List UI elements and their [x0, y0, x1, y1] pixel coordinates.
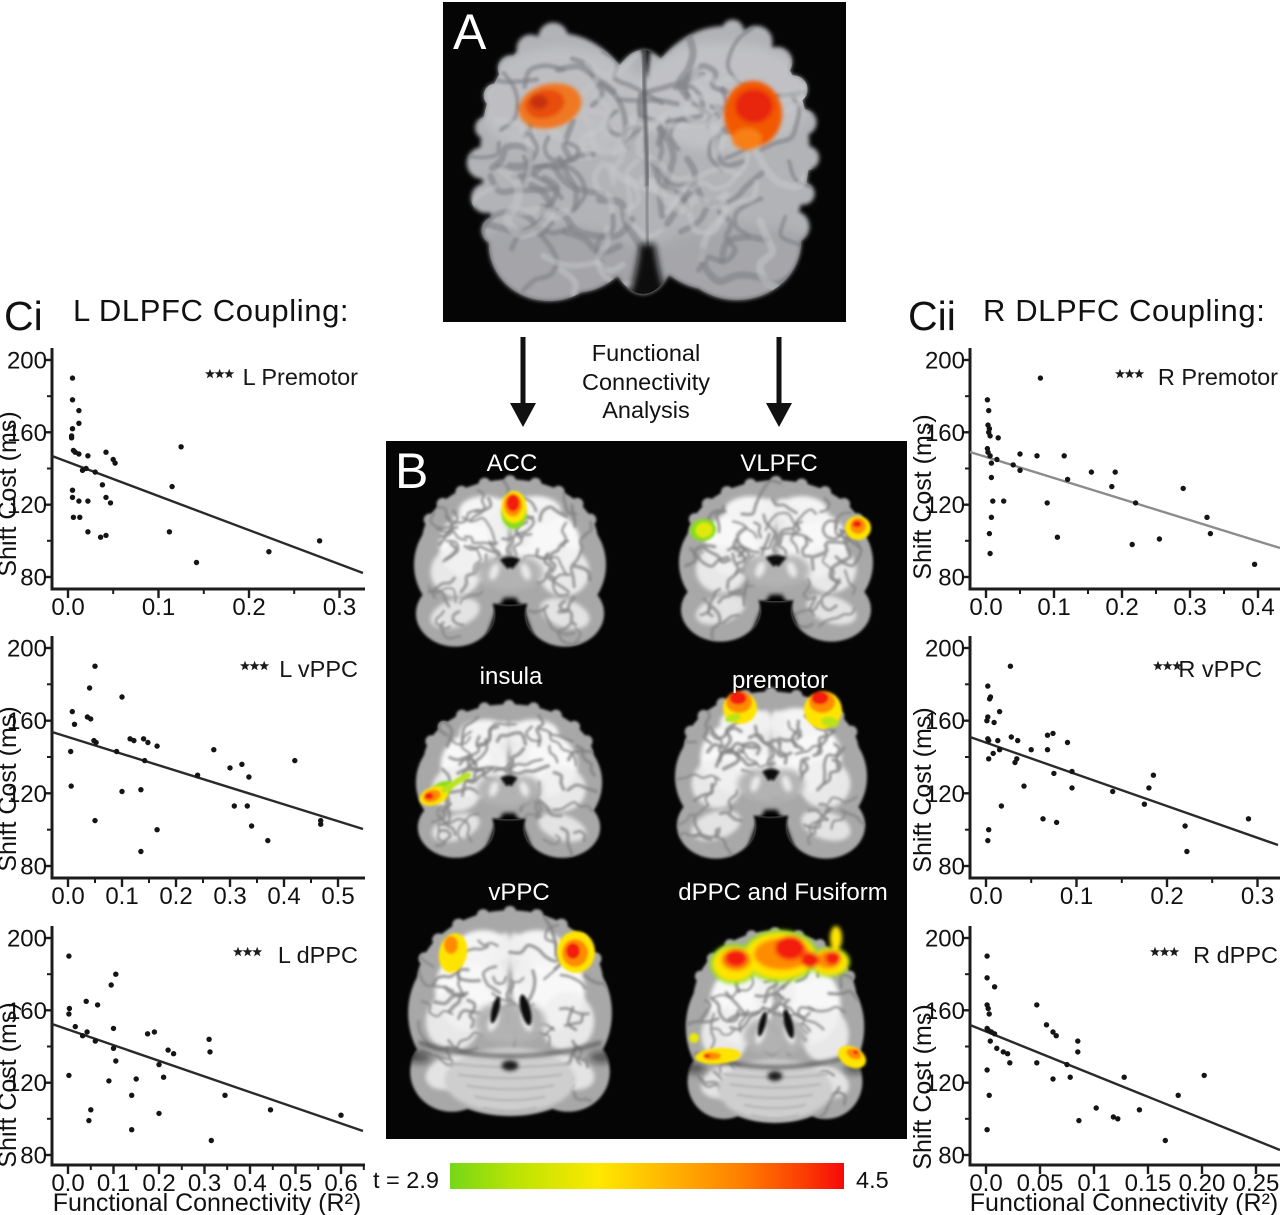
- svg-text:Connectivity: Connectivity: [582, 369, 710, 395]
- svg-text:0.0: 0.0: [969, 883, 1002, 910]
- svg-text:120: 120: [925, 781, 965, 808]
- svg-text:0.0: 0.0: [51, 883, 84, 910]
- svg-text:4.5: 4.5: [856, 1167, 889, 1193]
- svg-text:0.2: 0.2: [232, 594, 265, 621]
- svg-text:VLPFC: VLPFC: [740, 450, 817, 477]
- svg-text:160: 160: [7, 420, 47, 447]
- svg-text:80: 80: [20, 565, 47, 592]
- svg-text:160: 160: [925, 708, 965, 735]
- svg-text:160: 160: [7, 998, 47, 1025]
- svg-text:R vPPC: R vPPC: [1178, 656, 1262, 682]
- svg-text:Shift Cost (ms): Shift Cost (ms): [909, 707, 937, 872]
- svg-text:0.6: 0.6: [324, 1170, 357, 1197]
- svg-text:0.3: 0.3: [188, 1170, 221, 1197]
- svg-text:200: 200: [7, 636, 47, 663]
- svg-text:200: 200: [7, 926, 47, 953]
- svg-text:0.2: 0.2: [1150, 883, 1183, 910]
- svg-text:0.2: 0.2: [159, 883, 192, 910]
- svg-text:0.15: 0.15: [1125, 1170, 1172, 1197]
- svg-text:120: 120: [7, 781, 47, 808]
- svg-text:120: 120: [7, 492, 47, 519]
- svg-text:Cii: Cii: [908, 293, 956, 339]
- svg-text:120: 120: [925, 492, 965, 519]
- svg-text:Shift Cost (ms): Shift Cost (ms): [0, 706, 22, 871]
- svg-text:80: 80: [938, 854, 965, 881]
- svg-text:Ci: Ci: [4, 293, 43, 339]
- svg-text:0.0: 0.0: [51, 1170, 84, 1197]
- svg-text:120: 120: [925, 1070, 965, 1097]
- svg-text:80: 80: [938, 1143, 965, 1170]
- svg-text:L Premotor: L Premotor: [243, 364, 359, 390]
- svg-text:0.20: 0.20: [1179, 1170, 1226, 1197]
- svg-text:0.0: 0.0: [969, 1170, 1002, 1197]
- svg-text:0.4: 0.4: [1241, 594, 1274, 621]
- svg-text:Functional Connectivity (R²): Functional Connectivity (R²): [970, 1189, 1278, 1215]
- svg-text:L DLPFC Coupling:: L DLPFC Coupling:: [73, 293, 349, 328]
- svg-text:0.3: 0.3: [1173, 594, 1206, 621]
- svg-text:R DLPFC Coupling:: R DLPFC Coupling:: [983, 293, 1265, 328]
- svg-text:dPPC and Fusiform: dPPC and Fusiform: [678, 879, 887, 906]
- svg-text:Functional: Functional: [592, 340, 700, 366]
- svg-text:L vPPC: L vPPC: [279, 656, 358, 682]
- svg-text:Shift Cost (ms): Shift Cost (ms): [909, 414, 937, 579]
- svg-text:0.4: 0.4: [233, 1170, 266, 1197]
- svg-text:160: 160: [925, 998, 965, 1025]
- svg-text:ACC: ACC: [487, 450, 538, 477]
- svg-text:Shift Cost (ms): Shift Cost (ms): [0, 1002, 22, 1167]
- svg-text:160: 160: [925, 420, 965, 447]
- svg-text:L dPPC: L dPPC: [278, 942, 358, 968]
- svg-text:Functional Connectivity (R²): Functional Connectivity (R²): [53, 1189, 361, 1215]
- svg-text:0.1: 0.1: [105, 883, 138, 910]
- svg-text:80: 80: [938, 565, 965, 592]
- svg-text:0.05: 0.05: [1017, 1170, 1064, 1197]
- svg-text:0.1: 0.1: [1060, 883, 1093, 910]
- svg-text:R Premotor: R Premotor: [1158, 364, 1278, 390]
- svg-text:200: 200: [925, 926, 965, 953]
- svg-text:0.1: 0.1: [1037, 594, 1070, 621]
- svg-text:0.0: 0.0: [51, 594, 84, 621]
- svg-text:R dPPC: R dPPC: [1193, 942, 1278, 968]
- svg-text:200: 200: [925, 348, 965, 375]
- svg-text:Analysis: Analysis: [602, 397, 690, 423]
- svg-text:0.2: 0.2: [1105, 594, 1138, 621]
- svg-text:t = 2.9: t = 2.9: [373, 1167, 439, 1193]
- svg-text:0.3: 0.3: [1241, 883, 1274, 910]
- svg-text:0.25: 0.25: [1233, 1170, 1280, 1197]
- svg-text:A: A: [453, 4, 487, 60]
- svg-text:80: 80: [20, 1143, 47, 1170]
- svg-text:vPPC: vPPC: [488, 879, 549, 906]
- svg-text:B: B: [395, 443, 428, 499]
- svg-text:0.5: 0.5: [279, 1170, 312, 1197]
- svg-text:0.4: 0.4: [267, 883, 300, 910]
- svg-text:120: 120: [7, 1070, 47, 1097]
- svg-text:0.2: 0.2: [142, 1170, 175, 1197]
- svg-text:0.3: 0.3: [213, 883, 246, 910]
- svg-text:0.0: 0.0: [969, 594, 1002, 621]
- svg-text:0.3: 0.3: [323, 594, 356, 621]
- svg-text:0.1: 0.1: [142, 594, 175, 621]
- svg-text:0.1: 0.1: [97, 1170, 130, 1197]
- svg-text:insula: insula: [480, 663, 543, 690]
- svg-text:0.5: 0.5: [321, 883, 354, 910]
- svg-text:200: 200: [7, 348, 47, 375]
- svg-text:200: 200: [925, 636, 965, 663]
- svg-text:80: 80: [20, 854, 47, 881]
- svg-text:Shift Cost (ms): Shift Cost (ms): [909, 1004, 937, 1169]
- svg-text:Shift Cost (ms): Shift Cost (ms): [0, 411, 22, 576]
- svg-text:premotor: premotor: [732, 667, 828, 694]
- svg-text:0.1: 0.1: [1077, 1170, 1110, 1197]
- svg-text:160: 160: [7, 708, 47, 735]
